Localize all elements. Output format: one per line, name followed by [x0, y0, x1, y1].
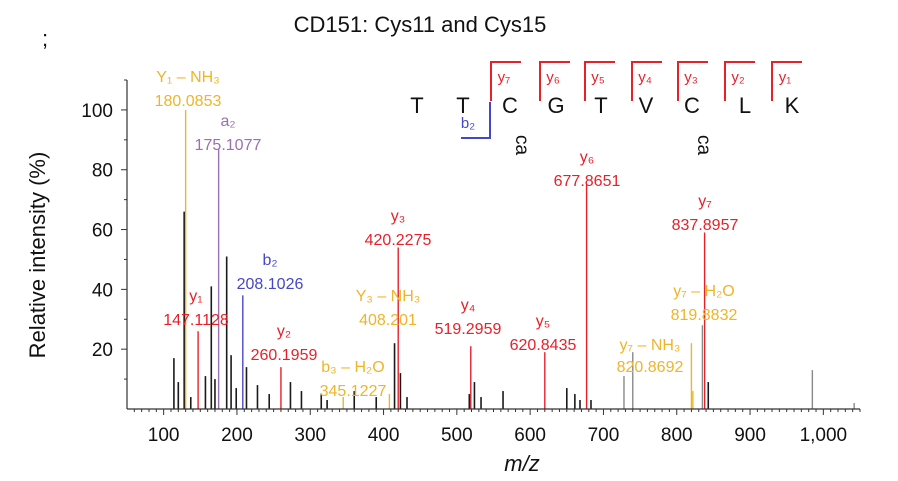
x-tick-label: 200	[221, 425, 253, 446]
y-fragment-label: y₂	[731, 69, 745, 86]
residue: V	[639, 93, 654, 118]
residue: T	[456, 93, 469, 118]
ion-mz-label: 677.8651	[554, 173, 621, 190]
residue: C	[502, 93, 518, 118]
annotations-group: Y₁ – NH₃ 180.0853 a₂ 175.1077 b₂ 208.1026 y₁ 14…	[155, 69, 739, 400]
ion-label: y₇ – H₂O	[673, 283, 735, 300]
ion-label: y₅	[536, 313, 550, 330]
ion-mz-label: 620.8435	[510, 337, 577, 354]
x-tick-label: 900	[734, 425, 766, 446]
residue: C	[684, 93, 700, 118]
ion-mz-label: 147.1128	[163, 312, 229, 329]
y-fragment-bracket	[677, 61, 708, 101]
ion-mz-label: 260.1959	[251, 347, 318, 364]
modification-label: ca	[693, 135, 714, 156]
y-fragment-label: y₄	[638, 69, 652, 86]
x-tick-label: 600	[514, 425, 546, 446]
ion-label: y₆	[580, 149, 594, 166]
y-fragment-label: y₇	[498, 69, 511, 86]
ion-mz-label: 408.201	[359, 312, 417, 329]
residue: T	[594, 93, 607, 118]
y-fragment-bracket	[631, 61, 662, 101]
y-fragment-label: y₆	[546, 69, 560, 86]
x-tick-label: 400	[368, 425, 400, 446]
residue: K	[785, 93, 800, 118]
x-axis-label: m/z	[504, 451, 539, 476]
peptide-sequence: T T C G T V C L Kca ca y₇ y₆ y₅ y₄ y₃ y₂ y₁ b₂	[410, 61, 802, 156]
y-tick-label: 40	[92, 280, 113, 301]
x-tick-label: 100	[148, 425, 180, 446]
b-fragment-label: b₂	[461, 115, 475, 132]
y-fragment-bracket	[490, 61, 521, 101]
ion-mz-label: 819.8832	[671, 307, 738, 324]
ion-mz-label: 420.2275	[365, 232, 432, 249]
ion-label: y₂	[277, 323, 291, 340]
residue: T	[410, 93, 423, 118]
y-tick-label: 60	[92, 221, 113, 242]
x-tick-label: 700	[588, 425, 620, 446]
y-fragment-label: y₁	[779, 69, 792, 86]
y-fragment-bracket	[584, 61, 615, 101]
x-tick-label: 300	[294, 425, 326, 446]
b-fragment-bracket	[461, 102, 491, 139]
y-fragment-bracket	[539, 61, 570, 101]
y-fragment-bracket	[771, 61, 802, 101]
corner-mark: ;	[42, 26, 48, 51]
x-tick-label: 1,000	[800, 425, 848, 446]
y-tick-label: 80	[92, 161, 113, 182]
ion-label: y₃	[391, 208, 406, 225]
ion-label: y₇	[698, 193, 712, 210]
y-fragment-label: y₃	[684, 69, 698, 86]
chart-title: CD151: Cys11 and Cys15	[294, 12, 547, 37]
ion-label: a₂	[220, 113, 235, 130]
ion-mz-label: 345.1227	[320, 383, 387, 400]
ion-label: y₁	[189, 288, 202, 305]
axes-group: 100 200 300 400 500 600 700 800 900 1,000 20 40 60 80…	[81, 79, 861, 446]
ion-mz-label: 519.2959	[435, 321, 502, 338]
ion-label: Y₃ – NH₃	[356, 288, 421, 305]
ion-mz-label: 175.1077	[195, 137, 262, 154]
ion-mz-label: 180.0853	[155, 93, 222, 110]
ion-label: b₃ – H₂O	[321, 359, 384, 376]
residue: L	[739, 93, 751, 118]
ion-label: Y₁ – NH₃	[156, 69, 219, 86]
x-tick-label: 800	[661, 425, 693, 446]
ion-label: y₇ – NH₃	[620, 337, 681, 354]
y-fragment-bracket	[724, 61, 755, 101]
ion-mz-label: 820.8692	[617, 359, 684, 376]
x-tick-label: 500	[441, 425, 473, 446]
y-tick-label: 20	[92, 340, 113, 361]
ion-label: y₄	[461, 297, 476, 314]
peaks-group	[173, 109, 855, 409]
ion-label: b₂	[262, 252, 277, 269]
y-axis-label: Relative intensity (%)	[25, 152, 50, 359]
ion-mz-label: 208.1026	[237, 276, 304, 293]
residue: G	[547, 93, 564, 118]
ion-mz-label: 837.8957	[672, 217, 739, 234]
y-fragment-label: y₅	[591, 69, 605, 86]
modification-label: ca	[511, 135, 532, 156]
y-tick-label: 100	[81, 101, 113, 122]
